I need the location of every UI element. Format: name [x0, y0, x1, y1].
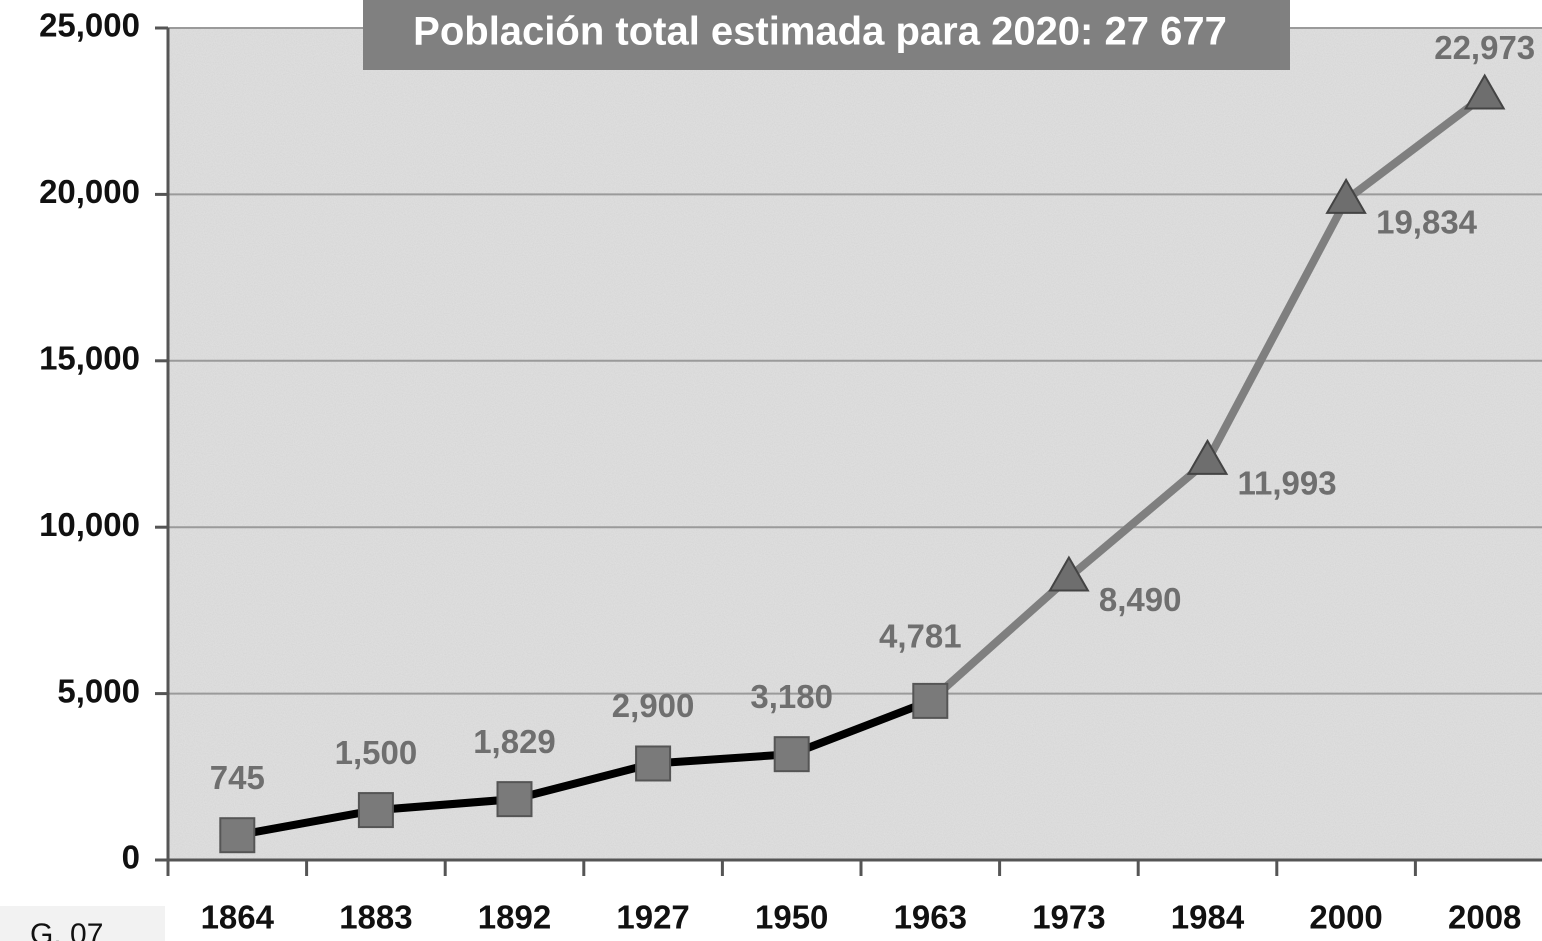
- x-tick-label: 1963: [894, 899, 967, 936]
- footnote-box: [0, 906, 165, 941]
- y-tick-label: 5,000: [57, 672, 140, 709]
- data-label: 4,781: [879, 618, 962, 655]
- x-tick-label: 1883: [339, 899, 412, 936]
- title-box: [363, 0, 1290, 70]
- x-tick-label: 1984: [1171, 899, 1245, 936]
- data-label: 8,490: [1099, 581, 1182, 618]
- square-marker: [219, 817, 256, 854]
- data-label: 2,900: [612, 687, 695, 724]
- triangle-marker: [1463, 73, 1506, 110]
- y-tick-label: 10,000: [39, 506, 140, 543]
- x-tick-label: 2008: [1448, 899, 1521, 936]
- x-tick-label: 1864: [201, 899, 275, 936]
- triangle-marker: [1325, 177, 1367, 214]
- data-label: 22,973: [1434, 29, 1535, 66]
- marks: [219, 73, 1506, 854]
- square-marker: [357, 792, 394, 829]
- triangle-marker: [1186, 438, 1229, 475]
- x-tick-label: 1892: [478, 899, 551, 936]
- plot-texture: [168, 28, 1542, 860]
- y-tick-label: 20,000: [39, 173, 140, 210]
- data-label: 19,834: [1376, 204, 1478, 241]
- data-label: 1,829: [473, 723, 556, 760]
- square-marker: [773, 736, 810, 773]
- series-line: [236, 697, 932, 840]
- chart-title: Población total estimada para 2020: 27 6…: [413, 10, 1227, 54]
- footnote: G. 07: [30, 918, 103, 941]
- square-marker: [635, 745, 672, 782]
- y-tick-label: 0: [122, 839, 140, 876]
- x-tick-label: 1950: [755, 899, 828, 936]
- x-tick-label: 2000: [1309, 899, 1382, 936]
- x-tick-label: 1927: [616, 899, 689, 936]
- data-label: 1,500: [335, 734, 418, 771]
- data-label: 745: [210, 759, 265, 796]
- x-tick-label: 1973: [1032, 899, 1105, 936]
- data-label: 11,993: [1238, 465, 1337, 502]
- y-tick-label: 25,000: [39, 7, 140, 44]
- triangle-marker: [1048, 555, 1090, 592]
- y-tick-label: 15,000: [39, 340, 140, 377]
- square-marker: [912, 682, 949, 719]
- labels: 745 1,500 1,829 2,900 3,180 4,781 8,490 11,993 1…: [210, 29, 1535, 796]
- square-marker: [496, 781, 533, 818]
- data-label: 3,180: [750, 678, 833, 715]
